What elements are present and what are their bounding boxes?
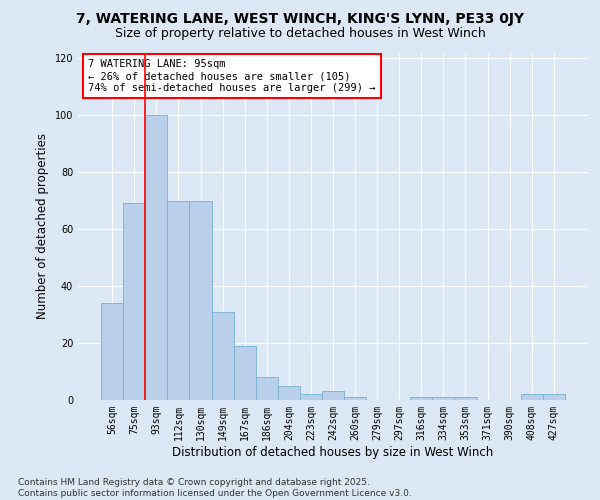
Text: 7, WATERING LANE, WEST WINCH, KING'S LYNN, PE33 0JY: 7, WATERING LANE, WEST WINCH, KING'S LYN… xyxy=(76,12,524,26)
Y-axis label: Number of detached properties: Number of detached properties xyxy=(36,133,49,320)
Bar xyxy=(167,200,190,400)
Bar xyxy=(521,394,543,400)
Text: Contains HM Land Registry data © Crown copyright and database right 2025.
Contai: Contains HM Land Registry data © Crown c… xyxy=(18,478,412,498)
Text: Size of property relative to detached houses in West Winch: Size of property relative to detached ho… xyxy=(115,28,485,40)
Bar xyxy=(145,115,167,400)
X-axis label: Distribution of detached houses by size in West Winch: Distribution of detached houses by size … xyxy=(172,446,494,458)
Bar xyxy=(454,397,476,400)
Bar xyxy=(433,397,454,400)
Bar xyxy=(322,392,344,400)
Bar xyxy=(256,377,278,400)
Bar xyxy=(101,303,123,400)
Bar xyxy=(233,346,256,400)
Bar xyxy=(278,386,300,400)
Bar xyxy=(190,200,212,400)
Text: 7 WATERING LANE: 95sqm
← 26% of detached houses are smaller (105)
74% of semi-de: 7 WATERING LANE: 95sqm ← 26% of detached… xyxy=(88,60,376,92)
Bar xyxy=(543,394,565,400)
Bar xyxy=(410,397,433,400)
Bar xyxy=(212,312,233,400)
Bar xyxy=(123,204,145,400)
Bar xyxy=(344,397,366,400)
Bar xyxy=(300,394,322,400)
